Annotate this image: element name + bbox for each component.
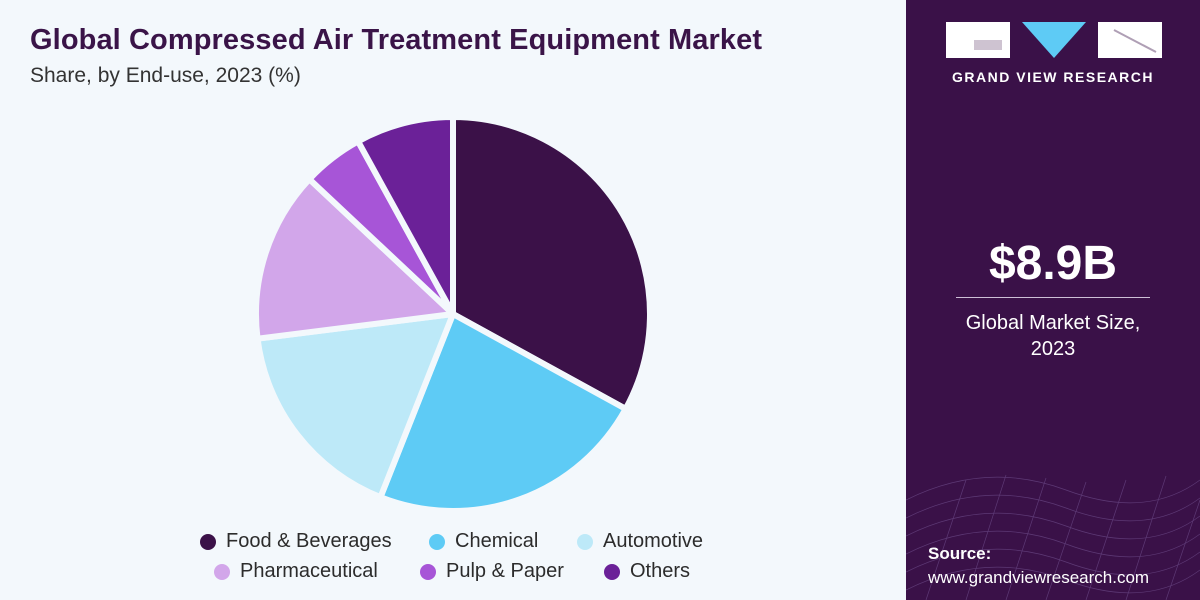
pie-slice-pharmaceutical (253, 176, 456, 342)
pie-slice-chemical (377, 311, 629, 514)
pie-slice-food-beverages (450, 114, 653, 412)
legend-label: Automotive (603, 530, 704, 552)
legend-label: Pharmaceutical (240, 560, 378, 582)
legend-label: Others (630, 560, 691, 582)
legend-item-pulp-paper: Pulp & Paper (420, 560, 564, 583)
pie-chart (253, 114, 653, 514)
legend-label: Pulp & Paper (446, 560, 564, 582)
pie-slice-others (355, 114, 456, 317)
legend-swatch (604, 563, 620, 580)
legend-item-automotive: Automotive (577, 530, 703, 553)
legend-row-2: Pharmaceutical Pulp & Paper Others (0, 560, 906, 586)
gvr-logo-icon (946, 22, 1162, 58)
legend-label: Food & Beverages (226, 530, 392, 552)
market-size-label-line1: Global Market Size, (965, 312, 1141, 334)
page-title: Global Compressed Air Treatment Equipmen… (30, 24, 763, 56)
pie-slice-automotive (254, 311, 456, 501)
market-size-label: Global Market Size, 2023 (906, 310, 1200, 362)
legend-item-pharmaceutical: Pharmaceutical (214, 560, 378, 583)
market-size-label-line2: 2023 (1030, 338, 1076, 360)
summary-panel: GRAND VIEW RESEARCH $8.9B Global Market … (906, 0, 1200, 600)
chart-panel: Global Compressed Air Treatment Equipmen… (0, 24, 906, 586)
legend-item-chemical: Chemical (429, 530, 538, 553)
brand-name: GRAND VIEW RESEARCH (952, 69, 1154, 85)
legend-swatch (577, 533, 593, 550)
source-label: Source: (928, 544, 992, 563)
legend-swatch (420, 563, 436, 580)
legend-swatch (429, 533, 445, 550)
legend-item-others: Others (604, 560, 690, 583)
market-size-value: $8.9B (988, 237, 1118, 290)
legend-label: Chemical (455, 530, 539, 552)
divider (956, 297, 1150, 298)
legend-swatch (200, 533, 216, 550)
source-url[interactable]: www.grandviewresearch.com (928, 568, 1150, 587)
legend-swatch (214, 563, 230, 580)
page-subtitle: Share, by End-use, 2023 (%) (30, 64, 301, 87)
wave-grid-decoration (906, 474, 1200, 600)
legend-row-1: Food & Beverages Chemical Automotive (0, 530, 906, 556)
legend-item-food-beverages: Food & Beverages (200, 530, 392, 553)
